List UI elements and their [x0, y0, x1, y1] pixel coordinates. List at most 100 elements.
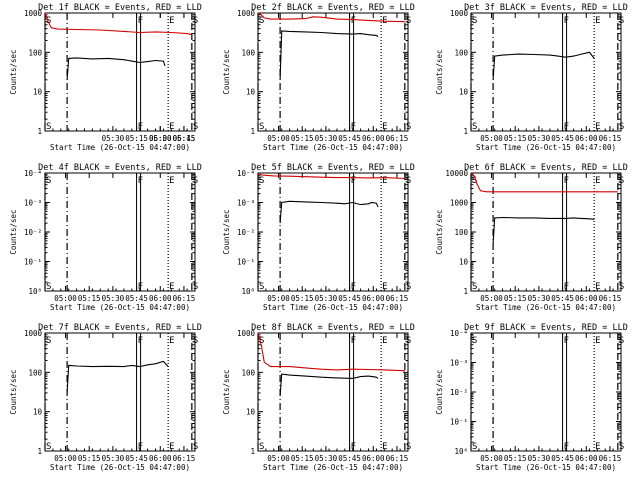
y-tick-label: 10⁰: [241, 287, 255, 296]
x-tick-label: 06:00: [362, 134, 385, 143]
y-tick-label: 10: [33, 408, 43, 417]
y-axis-label: Counts/sec: [435, 369, 444, 414]
y-tick-label: 1: [250, 447, 255, 456]
event-marker-label: S: [193, 282, 198, 292]
x-tick-label: 06:15: [173, 454, 196, 463]
event-marker-label: E: [169, 16, 174, 26]
x-tick-label: 05:15: [504, 134, 527, 143]
events-series-line: [492, 51, 595, 80]
detector-panel-9: Det 9f BLACK = Events, RED = LLD 10⁰ 10⁻¹ 1…: [435, 323, 628, 472]
x-tick-label: 06:15: [599, 294, 622, 303]
y-axis-label: Counts/sec: [9, 369, 18, 414]
y-tick-label: 10: [246, 88, 256, 97]
x-tick-label: 06:00: [149, 294, 172, 303]
x-tick-label: 06:15: [599, 134, 622, 143]
event-marker-label: E: [169, 282, 174, 292]
x-axis-label: Start Time (26-Oct-15 04:47:00): [476, 303, 616, 312]
event-marker-label: F: [564, 176, 569, 186]
event-marker-label: S: [406, 336, 411, 346]
event-marker-label: E: [169, 122, 174, 132]
lld-series-line: [257, 332, 405, 372]
y-tick-label: 10⁰: [28, 287, 42, 296]
event-marker-label: S: [406, 176, 411, 186]
x-tick-label: 05:15: [291, 134, 314, 143]
event-marker-label: S: [46, 442, 51, 452]
y-tick-label: 100: [454, 48, 468, 57]
x-tick-label: 06:15: [173, 294, 196, 303]
y-tick-label: 1000: [24, 329, 43, 338]
event-marker-label: E: [595, 442, 600, 452]
event-marker-label: S: [46, 336, 51, 346]
detector-panel-8: Det 8f BLACK = Events, RED = LLD 1 10 100 10…: [222, 323, 415, 472]
plot-frame: [470, 12, 622, 132]
x-tick-label: 06:00: [575, 294, 598, 303]
y-tick-label: 1000: [237, 329, 256, 338]
y-tick-label: 10: [459, 258, 469, 267]
x-axis-label: Start Time (26-Oct-15 04:47:00): [50, 303, 190, 312]
plot-frame: [44, 12, 196, 132]
y-tick-label: 10⁻³: [237, 199, 255, 208]
x-tick-label: 05:15: [78, 294, 101, 303]
event-marker-label: S: [259, 282, 264, 292]
x-tick-label: 06:00: [149, 454, 172, 463]
x-tick-label: 05:00: [267, 134, 290, 143]
x-tick-label: 05:30: [102, 294, 125, 303]
x-tick-label: 05:15: [504, 294, 527, 303]
y-tick-label: 10⁻¹: [24, 258, 42, 267]
panel-title: Det 1f BLACK = Events, RED = LLD: [38, 3, 202, 13]
lld-series-line: [44, 12, 192, 36]
event-marker-label: E: [382, 176, 387, 186]
event-marker-label: E: [382, 336, 387, 346]
x-tick-label: 05:45: [338, 454, 361, 463]
event-marker-label: S: [259, 122, 264, 132]
x-tick-label: 05:30: [315, 294, 338, 303]
event-marker-label: S: [46, 282, 51, 292]
y-axis-label: Counts/sec: [222, 209, 231, 254]
detector-panel-5: Det 5f BLACK = Events, RED = LLD 10⁰ 10⁻¹ 1…: [222, 163, 415, 312]
y-axis-label: Counts/sec: [222, 49, 231, 94]
event-marker-label: S: [619, 176, 624, 186]
event-marker-label: S: [193, 336, 198, 346]
y-tick-label: 10⁰: [454, 447, 468, 456]
x-tick-label: 05:30: [528, 454, 551, 463]
event-marker-label: S: [193, 122, 198, 132]
y-tick-label: 10⁻²: [24, 228, 42, 237]
plot-frame: [257, 12, 409, 132]
y-tick-label: 10⁻²: [450, 388, 468, 397]
x-tick-label: 05:00: [54, 454, 77, 463]
event-marker-label: S: [259, 336, 264, 346]
x-tick-label: 05:45: [125, 294, 148, 303]
x-tick-label: 05:15: [291, 454, 314, 463]
event-marker-label: E: [169, 442, 174, 452]
y-tick-label: 1: [37, 127, 42, 136]
x-tick-label: 05:00: [480, 134, 503, 143]
event-marker-label: F: [351, 282, 356, 292]
y-tick-label: 100: [241, 368, 255, 377]
y-tick-label: 1000: [237, 9, 256, 18]
y-tick-label: 1: [463, 127, 468, 136]
event-marker-label: S: [259, 16, 264, 26]
x-tick-label: 06:00: [575, 454, 598, 463]
panel-title: Det 8f BLACK = Events, RED = LLD: [251, 323, 415, 333]
event-marker-label: E: [169, 336, 174, 346]
x-tick-label: 05:45: [338, 134, 361, 143]
event-marker-label: S: [46, 176, 51, 186]
event-marker-label: S: [619, 16, 624, 26]
event-marker-label: E: [595, 176, 600, 186]
detector-panel-7: Det 7f BLACK = Events, RED = LLD 1 10 100 10…: [9, 323, 202, 472]
y-tick-label: 1000: [24, 9, 43, 18]
x-axis-label: Start Time (26-Oct-15 04:47:00): [476, 463, 616, 472]
event-marker-label: F: [138, 176, 143, 186]
x-tick-label: 05:45: [551, 454, 574, 463]
event-marker-label: S: [193, 442, 198, 452]
x-tick-label: 05:30: [315, 134, 338, 143]
event-marker-label: F: [138, 16, 143, 26]
x-tick-label: 05:45: [551, 134, 574, 143]
event-marker-label: S: [619, 122, 624, 132]
x-tick-label: 06:15: [173, 134, 196, 143]
event-marker-label: S: [619, 442, 624, 452]
event-marker-label: S: [406, 442, 411, 452]
events-series-line: [66, 57, 166, 80]
x-tick-label: 05:00: [267, 454, 290, 463]
event-marker-label: S: [619, 336, 624, 346]
